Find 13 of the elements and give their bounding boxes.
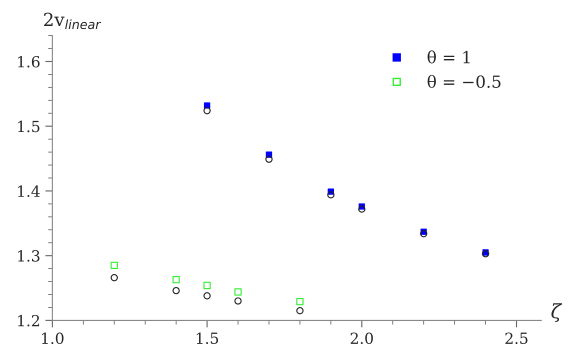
y-axis-title: 2v$_{linear}$	[44, 12, 102, 30]
x-tick-label: 2.5	[505, 332, 528, 344]
y-tick-label: 1.4	[18, 185, 40, 197]
legend-label: θ = −0.5	[428, 74, 501, 88]
y-tick-label: 1.6	[18, 56, 40, 68]
legend-label: θ = 1	[428, 50, 470, 64]
x-tick-label: 1.0	[42, 332, 64, 344]
y-tick-label: 1.3	[18, 250, 40, 262]
x-tick-label: 2.0	[350, 332, 373, 344]
y-tick-label: 1.2	[18, 314, 40, 326]
x-tick-label: 1.5	[196, 332, 218, 344]
x-axis-title: ζ	[551, 303, 562, 322]
y-tick-label: 1.5	[18, 120, 40, 132]
